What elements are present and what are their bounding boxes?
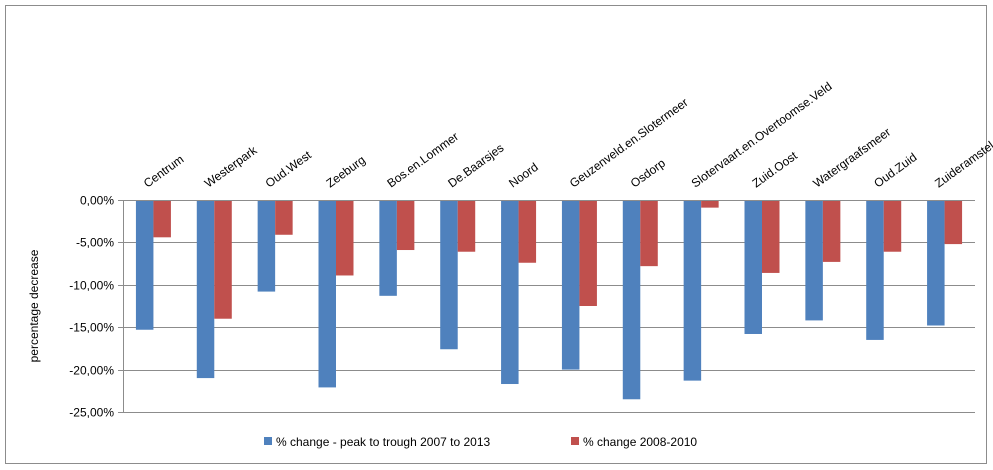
bar-peak-to-trough <box>866 200 884 340</box>
y-axis-label: percentage decrease <box>27 249 41 362</box>
bar-peak-to-trough <box>561 200 580 370</box>
bar-peak-to-trough <box>805 200 823 321</box>
bars <box>135 200 963 400</box>
bar-peak-to-trough <box>744 200 762 334</box>
bar-2008-2010 <box>883 200 902 252</box>
bar-peak-to-trough <box>257 200 276 292</box>
bar-2008-2010 <box>336 200 354 276</box>
bar-peak-to-trough <box>501 200 519 385</box>
bar-2008-2010 <box>762 200 780 273</box>
bar-2008-2010 <box>944 200 963 245</box>
bar-peak-to-trough <box>379 200 397 296</box>
y-tick-label: -20,00% <box>69 364 114 378</box>
legend-label: % change 2008-2010 <box>583 435 697 449</box>
bar-peak-to-trough <box>440 200 458 350</box>
bar-peak-to-trough <box>683 200 702 381</box>
legend-label: % change - peak to trough 2007 to 2013 <box>276 435 490 449</box>
bar-2008-2010 <box>518 200 537 263</box>
y-tick-label: -25,00% <box>69 406 114 420</box>
bar-2008-2010 <box>275 200 293 235</box>
bar-2008-2010 <box>214 200 232 319</box>
legend-swatch <box>571 437 579 445</box>
bar-2008-2010 <box>822 200 841 262</box>
y-tick-label: -15,00% <box>69 321 114 335</box>
y-tick-label: -5,00% <box>76 236 114 250</box>
bar-peak-to-trough <box>318 200 336 388</box>
bar-peak-to-trough <box>622 200 641 400</box>
bar-2008-2010 <box>153 200 171 238</box>
y-tick-label: -10,00% <box>69 279 114 293</box>
bar-peak-to-trough <box>927 200 945 326</box>
bar-peak-to-trough <box>135 200 154 330</box>
legend-swatch <box>264 437 272 445</box>
legend: % change - peak to trough 2007 to 2013 % … <box>264 435 697 449</box>
bar-peak-to-trough <box>196 200 215 379</box>
bar-2008-2010 <box>701 200 719 208</box>
bar-2008-2010 <box>579 200 597 306</box>
y-tick-label: 0,00% <box>80 194 114 208</box>
bar-2008-2010 <box>457 200 476 252</box>
bar-2008-2010 <box>640 200 658 267</box>
bar-2008-2010 <box>396 200 415 251</box>
